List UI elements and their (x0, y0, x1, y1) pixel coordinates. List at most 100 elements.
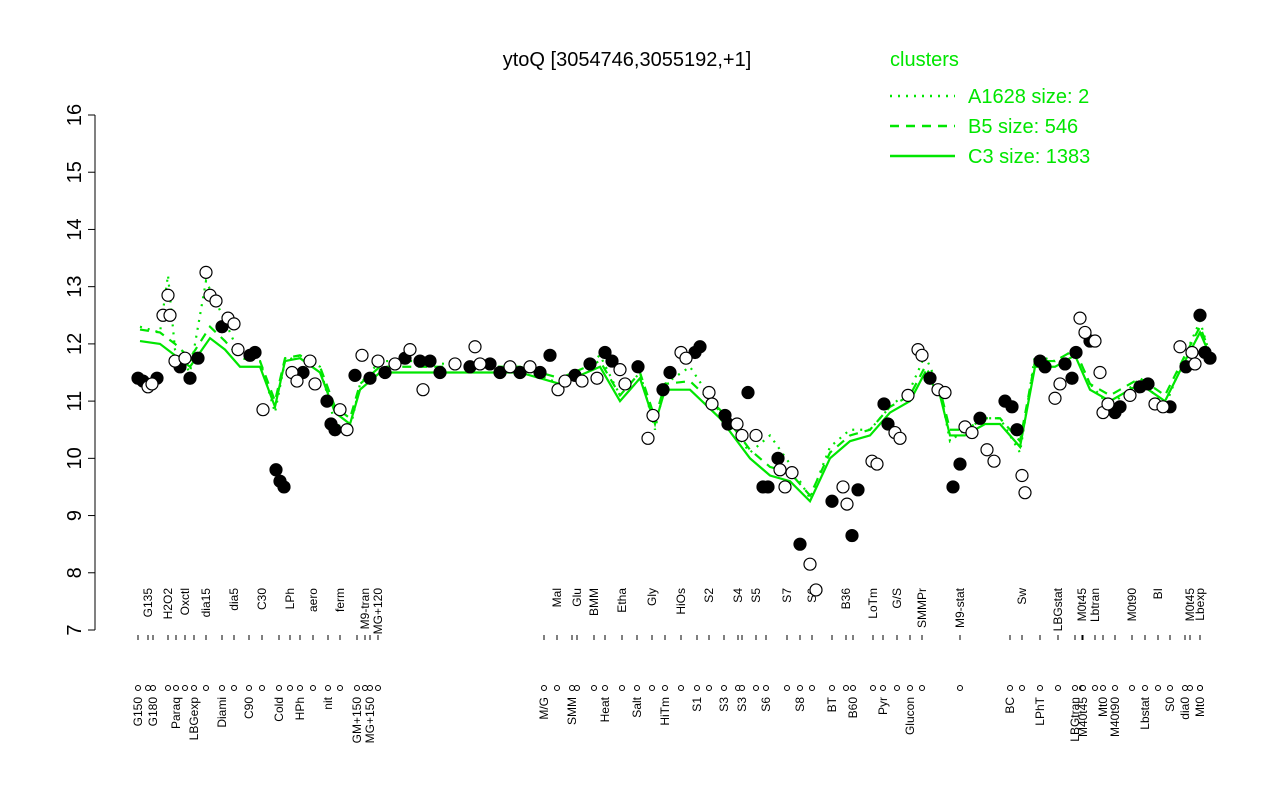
x-tick-label: G/S (890, 588, 904, 609)
x-tick-label: Mal (550, 588, 564, 607)
x-tick-dot (602, 685, 608, 691)
data-point (741, 385, 755, 400)
data-point (915, 348, 929, 362)
x-tick-label: Oxctl (178, 588, 192, 615)
x-tick-dot (231, 685, 237, 691)
x-tick-label: B60 (846, 697, 860, 719)
data-point (468, 340, 482, 354)
data-point (199, 265, 213, 279)
data-point (256, 403, 270, 417)
data-point (965, 425, 979, 440)
x-tick-dot (763, 685, 769, 691)
y-tick-label: 8 (64, 567, 86, 578)
data-point (433, 365, 447, 380)
x-tick-dot (150, 685, 156, 691)
x-tick-dot (1080, 685, 1086, 691)
data-point (613, 363, 627, 377)
x-tick-label: HiOs (674, 588, 688, 615)
x-tick-label: Sw (1015, 588, 1029, 605)
x-tick-dot (325, 685, 331, 691)
data-point (1156, 400, 1170, 414)
x-tick-dot (880, 685, 886, 691)
data-point (693, 340, 707, 354)
data-point (1173, 340, 1187, 354)
data-point (493, 365, 507, 380)
x-tick-dot (287, 685, 293, 691)
x-tick-label: Diami (215, 697, 229, 728)
x-tick-dot (649, 685, 655, 691)
data-point (598, 345, 612, 360)
x-tick-dot (634, 685, 640, 691)
data-point (583, 357, 597, 371)
x-tick-dot (1072, 685, 1078, 691)
x-tick-label: dia15 (199, 588, 213, 618)
y-tick-label: 13 (64, 276, 86, 298)
data-point (1101, 397, 1115, 411)
data-point (1048, 391, 1062, 405)
data-point (513, 365, 527, 380)
x-tick-label: S3 (735, 697, 749, 712)
data-point (145, 377, 159, 391)
x-tick-dot (310, 685, 316, 691)
data-point (1078, 325, 1092, 340)
data-point (523, 360, 537, 374)
data-point (355, 348, 369, 362)
data-point (793, 537, 807, 551)
x-tick-dot (354, 685, 360, 691)
x-tick-label: LBGstat (1051, 587, 1065, 631)
x-tick-label: nit (321, 696, 335, 709)
legend-label: A1628 size: 2 (968, 86, 1089, 108)
x-tick-label: C30 (255, 588, 269, 610)
x-tick-label: S8 (793, 697, 807, 712)
x-tick-label: M0t45 (1183, 588, 1197, 622)
data-point (778, 480, 792, 494)
x-tick-dot (721, 685, 727, 691)
x-tick-label: MG+120 (371, 588, 385, 635)
x-tick-label: Pyr (876, 697, 890, 715)
data-point (551, 383, 565, 397)
data-point (646, 408, 660, 423)
data-point (870, 457, 884, 471)
data-point (178, 351, 192, 365)
data-point (1018, 486, 1032, 500)
data-point (1093, 365, 1107, 380)
x-tick-dot (694, 685, 700, 691)
x-tick-dot (843, 685, 849, 691)
x-tick-dot (678, 685, 684, 691)
x-tick-label: dia0 (1178, 697, 1192, 720)
data-point (923, 371, 937, 385)
data-point (836, 480, 850, 494)
data-point (1185, 345, 1199, 360)
y-tick-label: 10 (64, 447, 86, 469)
data-point (679, 351, 693, 365)
data-point (328, 423, 342, 437)
x-tick-label: S7 (780, 588, 794, 603)
x-tick-dot (165, 685, 171, 691)
data-point (771, 451, 785, 465)
x-tick-label: S2 (702, 588, 716, 603)
x-tick-dot (619, 685, 625, 691)
x-tick-label: M40t90 (1108, 697, 1122, 737)
x-tick-dot (182, 685, 188, 691)
x-tick-dot (1155, 685, 1161, 691)
x-tick-label: G135 (141, 588, 155, 618)
x-tick-label: G150 (131, 697, 145, 727)
x-tick-dot (297, 685, 303, 691)
x-tick-dot (541, 685, 547, 691)
data-point (901, 388, 915, 402)
x-tick-dot (1112, 685, 1118, 691)
data-point (631, 360, 645, 374)
x-tick-dot (1197, 685, 1203, 691)
x-tick-label: Glu (570, 588, 584, 607)
x-tick-dot (569, 685, 575, 691)
x-tick-dot (591, 685, 597, 691)
data-point (320, 394, 334, 408)
data-point (946, 480, 960, 494)
data-point (1038, 360, 1052, 374)
x-tick-label: M/G (537, 697, 551, 720)
data-point (618, 377, 632, 391)
x-tick-label: dia5 (227, 588, 241, 611)
data-point (987, 454, 1001, 468)
x-tick-dot (367, 685, 373, 691)
